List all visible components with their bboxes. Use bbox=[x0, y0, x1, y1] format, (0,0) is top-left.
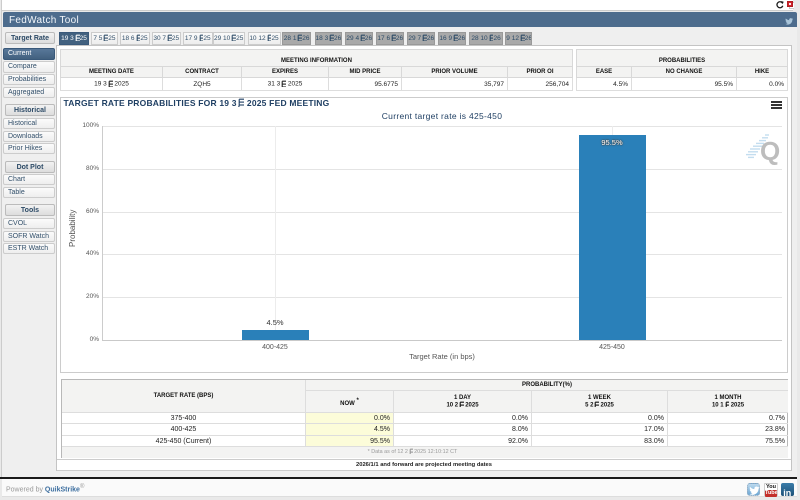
svg-text:Q: Q bbox=[760, 136, 780, 166]
